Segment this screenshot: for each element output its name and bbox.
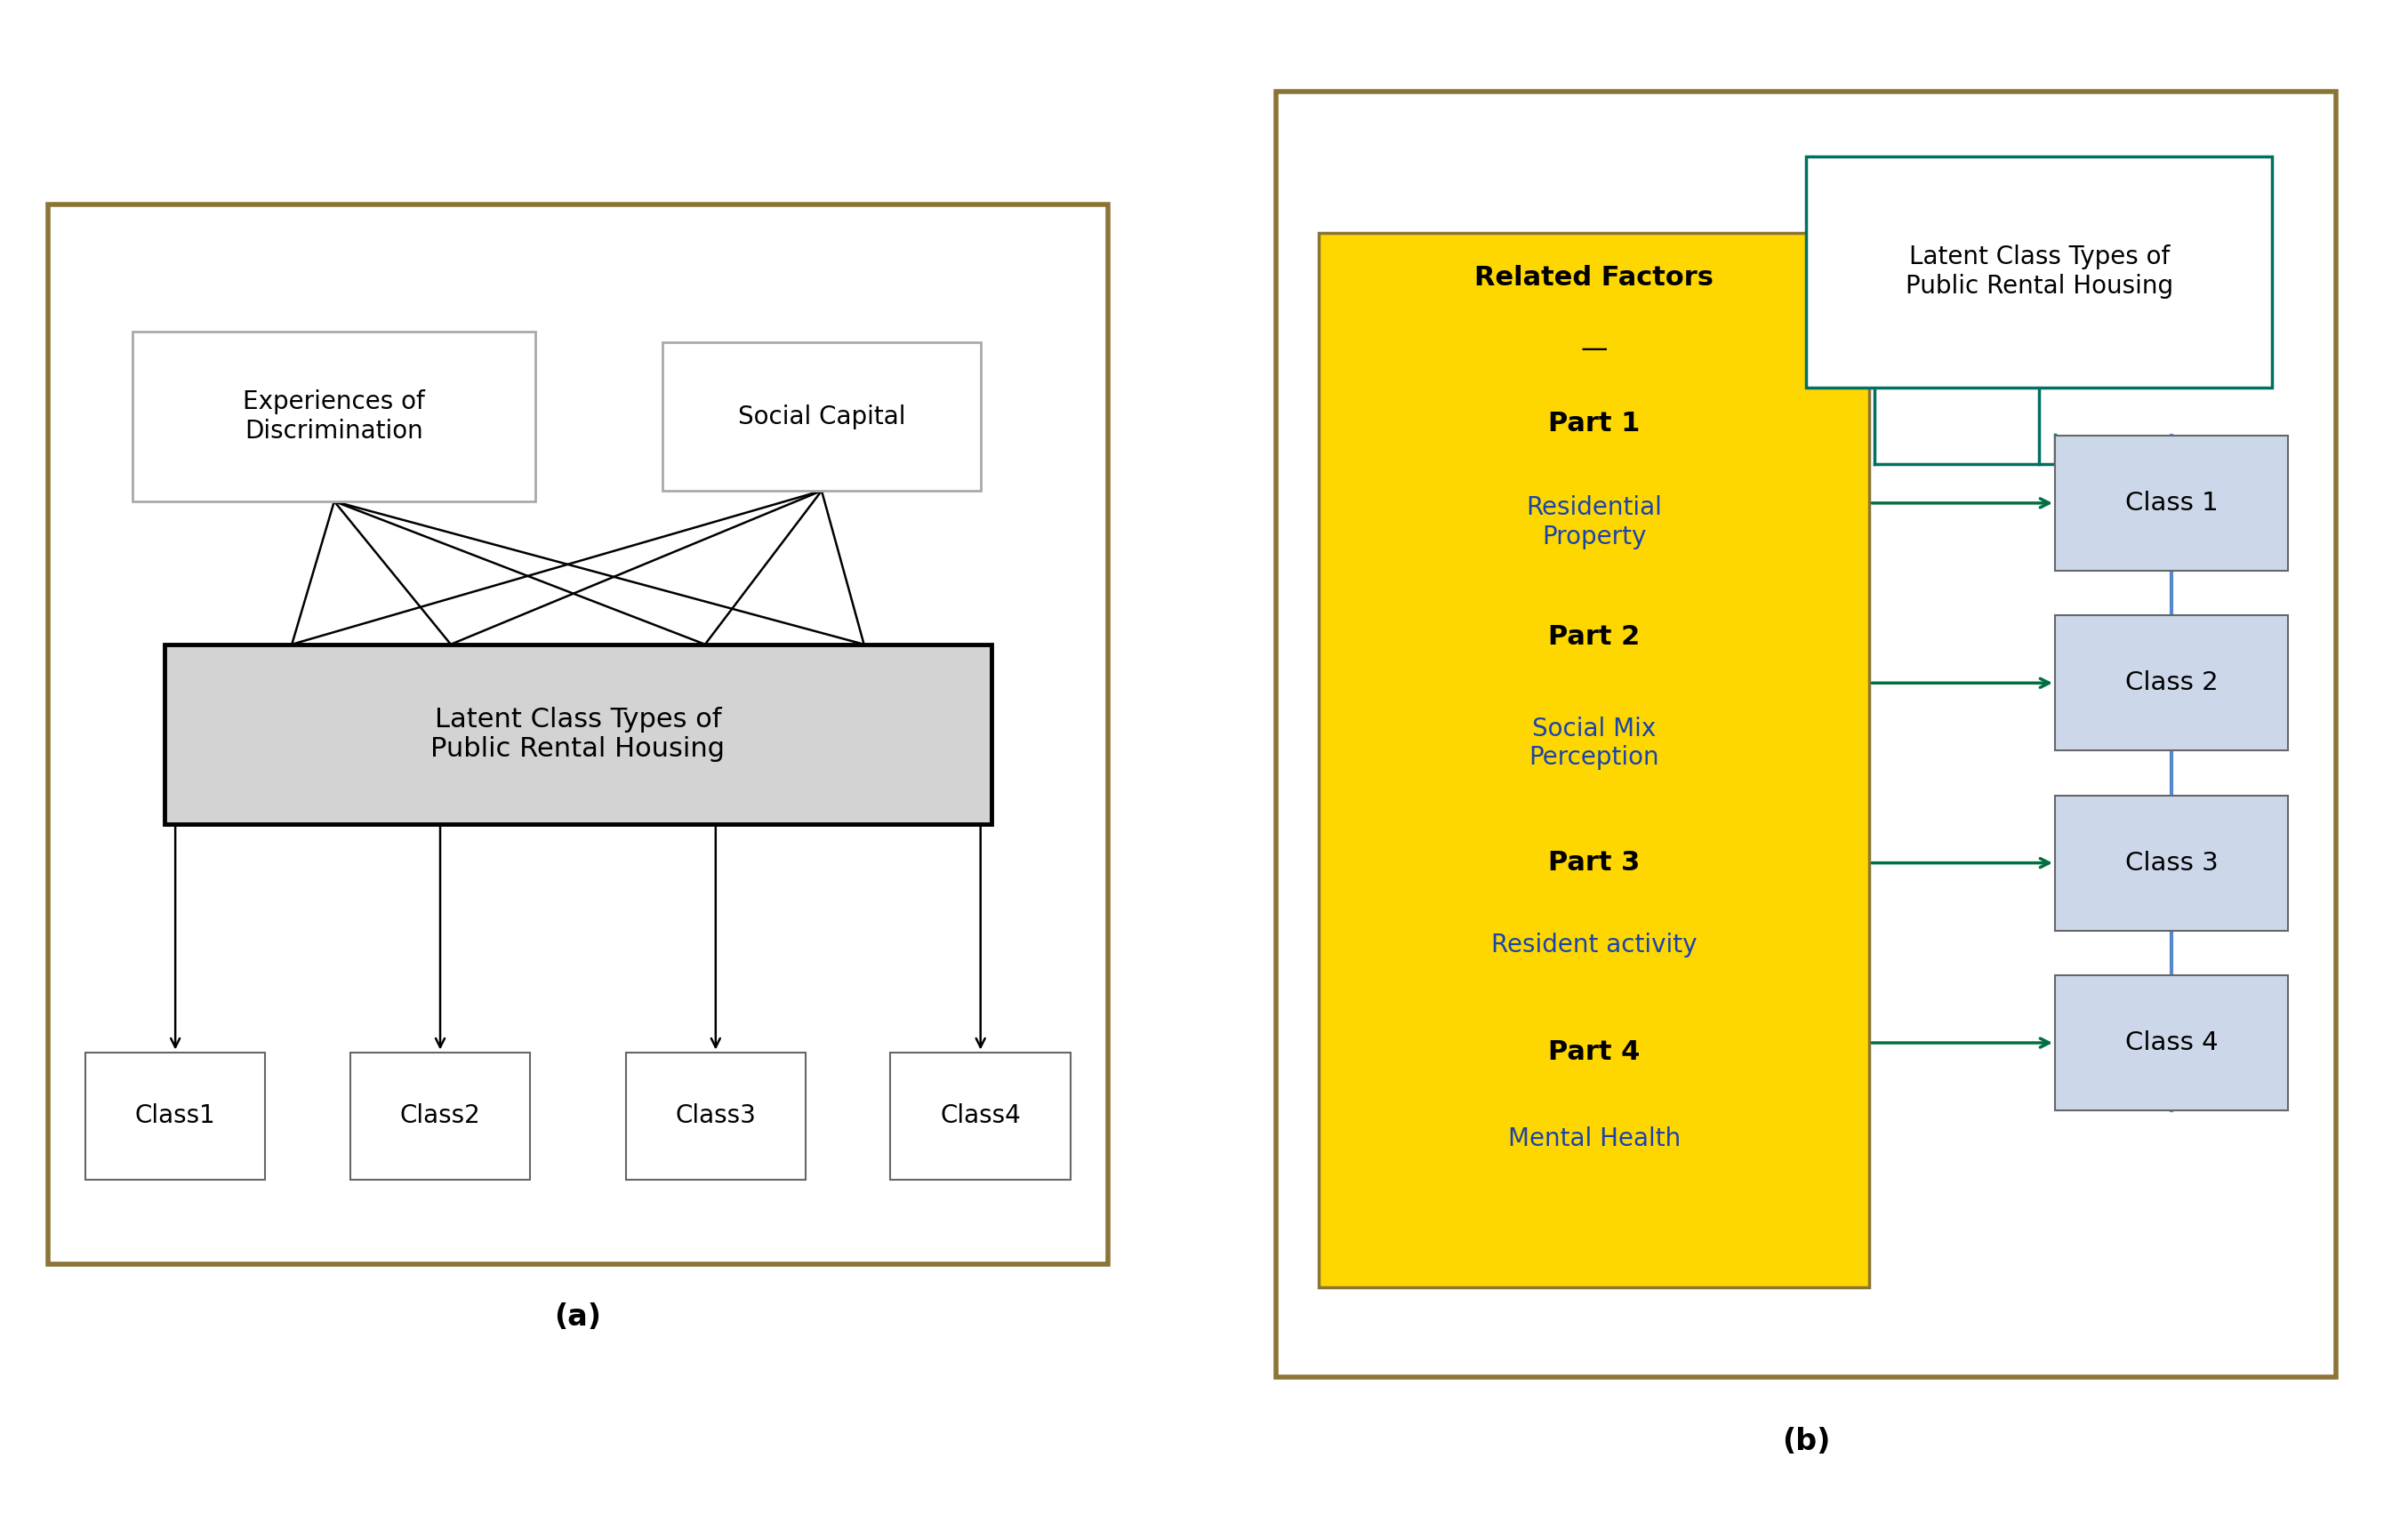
Text: Social Mix
Perception: Social Mix Perception	[1529, 716, 1659, 770]
Text: Part 3: Part 3	[1548, 851, 1640, 875]
Bar	[84, 1053, 265, 1180]
Text: Experiences of
Discrimination: Experiences of Discrimination	[243, 390, 426, 444]
Text: Latent Class Types of
Public Rental Housing: Latent Class Types of Public Rental Hous…	[431, 707, 725, 762]
Bar	[626, 1053, 807, 1180]
Text: Latent Class Types of
Public Rental Housing: Latent Class Types of Public Rental Hous…	[1905, 245, 2172, 298]
Text: Class 2: Class 2	[2124, 670, 2218, 696]
Text: Mental Health: Mental Health	[1507, 1126, 1681, 1152]
Text: (a): (a)	[554, 1302, 602, 1331]
Text: —: —	[1580, 337, 1609, 361]
Bar	[662, 343, 980, 491]
Text: Class 3: Class 3	[2124, 851, 2218, 875]
Bar	[2054, 436, 2288, 571]
Text: Part 4: Part 4	[1548, 1039, 1640, 1065]
Text: Class4: Class4	[939, 1103, 1021, 1128]
Text: Class2: Class2	[400, 1103, 482, 1128]
Text: Class 4: Class 4	[2124, 1030, 2218, 1056]
Bar	[132, 332, 535, 502]
Text: (b): (b)	[1782, 1426, 1830, 1457]
Bar	[1806, 156, 2273, 387]
Text: Part 2: Part 2	[1548, 624, 1640, 650]
Bar	[2054, 615, 2288, 751]
Bar	[2054, 796, 2288, 930]
Text: Resident activity: Resident activity	[1491, 933, 1698, 958]
Bar	[891, 1053, 1072, 1180]
Bar	[349, 1053, 530, 1180]
Text: Social Capital: Social Capital	[737, 404, 905, 428]
Bar	[2054, 976, 2288, 1111]
Text: Class 1: Class 1	[2124, 491, 2218, 516]
Bar	[164, 644, 992, 825]
Bar	[1320, 233, 1869, 1287]
Text: Related Factors: Related Factors	[1474, 265, 1714, 291]
Text: Class1: Class1	[135, 1103, 217, 1128]
Text: Class3: Class3	[674, 1103, 756, 1128]
Text: Residential
Property: Residential Property	[1527, 496, 1662, 549]
Text: Part 1: Part 1	[1548, 410, 1640, 436]
